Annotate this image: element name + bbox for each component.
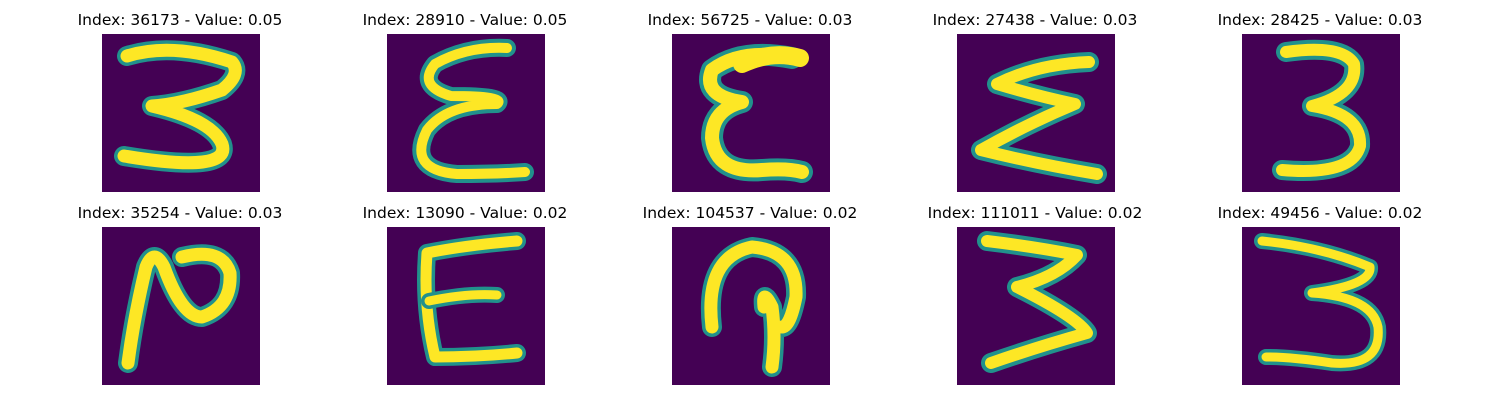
digit-image [387, 34, 545, 192]
panel-title: Index: 56725 - Value: 0.03 [600, 11, 900, 29]
glyph-epsilon-round-icon [672, 34, 830, 192]
glyph-2-rotated-icon [102, 227, 260, 385]
glyph-3-icon [1242, 34, 1400, 192]
digit-image [672, 34, 830, 192]
glyph-zigzag-icon [957, 34, 1115, 192]
digit-image [957, 227, 1115, 385]
panel-5: Index: 28425 - Value: 0.03 [1170, 0, 1470, 190]
digit-image [102, 34, 260, 192]
glyph-letter-e-icon [387, 227, 545, 385]
digit-image [1242, 227, 1400, 385]
panel-title: Index: 28425 - Value: 0.03 [1170, 11, 1470, 29]
digit-image [1242, 34, 1400, 192]
glyph-epsilon-curly-icon [387, 34, 545, 192]
panel-6: Index: 35254 - Value: 0.03 [30, 193, 330, 383]
glyph-arch-hook-icon [672, 227, 830, 385]
panel-title: Index: 13090 - Value: 0.02 [315, 204, 615, 222]
digit-image [957, 34, 1115, 192]
panel-9: Index: 111011 - Value: 0.02 [885, 193, 1185, 383]
panel-title: Index: 28910 - Value: 0.05 [315, 11, 615, 29]
glyph-3-left-open-icon [102, 34, 260, 192]
digit-image [672, 227, 830, 385]
panel-8: Index: 104537 - Value: 0.02 [600, 193, 900, 383]
panel-title: Index: 49456 - Value: 0.02 [1170, 204, 1470, 222]
digit-image [387, 227, 545, 385]
glyph-3-sharp-icon [957, 227, 1115, 385]
panel-title: Index: 27438 - Value: 0.03 [885, 11, 1185, 29]
panel-2: Index: 28910 - Value: 0.05 [315, 0, 615, 190]
panel-1: Index: 36173 - Value: 0.05 [30, 0, 330, 190]
panel-3: Index: 56725 - Value: 0.03 [600, 0, 900, 190]
panel-7: Index: 13090 - Value: 0.02 [315, 193, 615, 383]
panel-title: Index: 104537 - Value: 0.02 [600, 204, 900, 222]
digit-image [102, 227, 260, 385]
panel-10: Index: 49456 - Value: 0.02 [1170, 193, 1470, 383]
panel-title: Index: 36173 - Value: 0.05 [30, 11, 330, 29]
panel-4: Index: 27438 - Value: 0.03 [885, 0, 1185, 190]
panel-title: Index: 35254 - Value: 0.03 [30, 204, 330, 222]
glyph-3-wide-icon [1242, 227, 1400, 385]
panel-title: Index: 111011 - Value: 0.02 [885, 204, 1185, 222]
